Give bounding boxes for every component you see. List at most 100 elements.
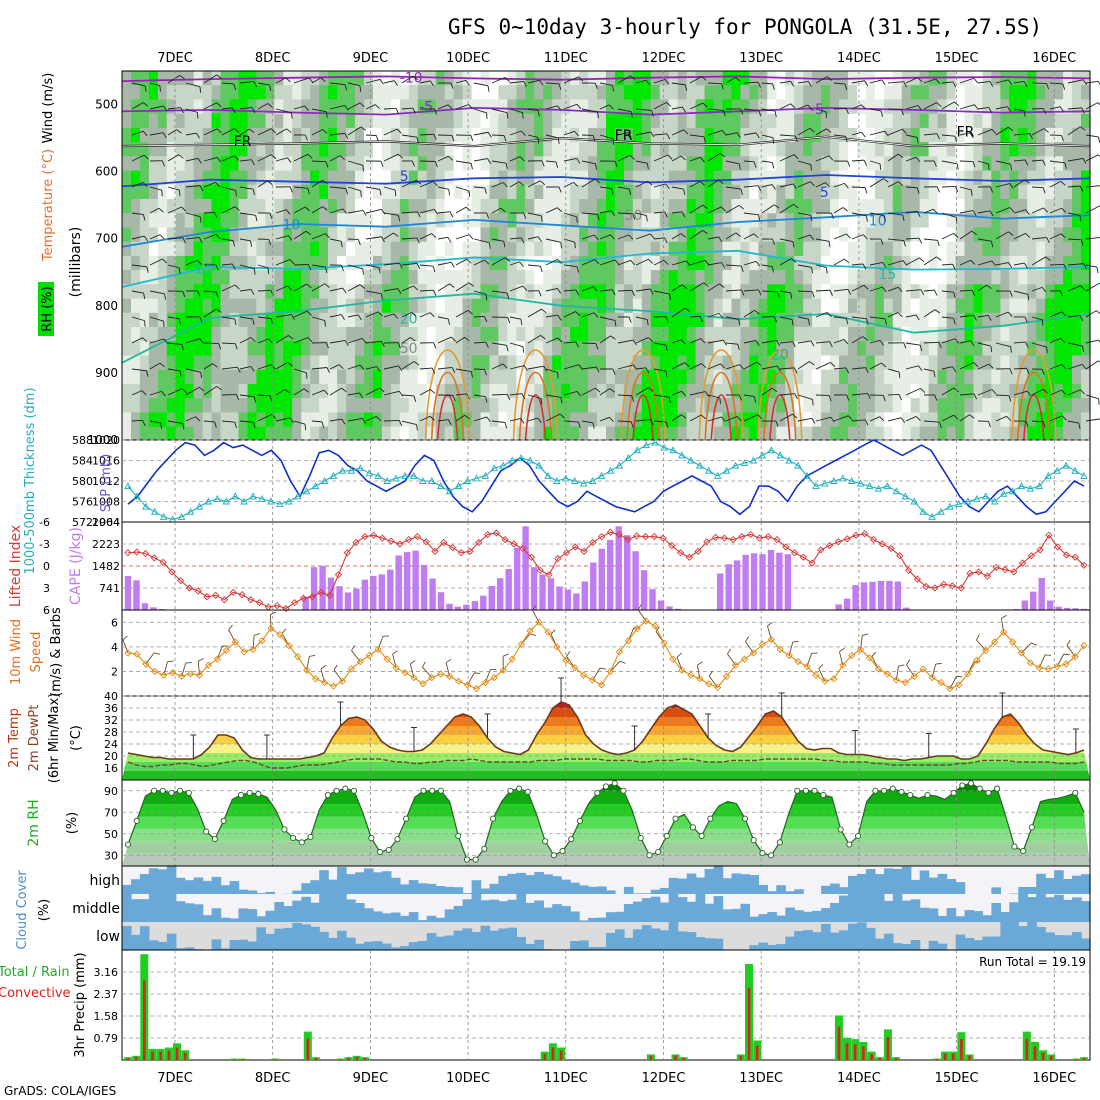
wind-barb-flag	[861, 131, 866, 138]
rh-cell	[480, 170, 491, 193]
rh-cell	[641, 355, 652, 378]
rh-cell	[157, 199, 168, 221]
rh-cell	[238, 284, 249, 307]
rh-cell	[794, 327, 805, 349]
rh-cell	[1009, 213, 1020, 236]
wind-barb	[941, 134, 956, 137]
wind-barb-flag	[357, 239, 361, 246]
rh-cell	[579, 270, 590, 293]
wind-barb-flag	[537, 110, 540, 117]
rh-cell	[498, 85, 509, 108]
wind-barb	[599, 259, 616, 266]
wind-barb	[959, 230, 972, 240]
rh-cell	[794, 213, 805, 236]
rh-cell	[525, 312, 536, 335]
rh-cell	[148, 341, 159, 364]
rh-cell	[202, 184, 213, 207]
wind-barb	[743, 81, 759, 84]
rh-cell	[390, 426, 401, 440]
rh-cell	[489, 270, 500, 293]
wind-barb-flag	[720, 206, 726, 212]
rh-cell	[381, 341, 392, 364]
rh-cell	[919, 412, 930, 435]
wind-barb-flag	[1007, 126, 1014, 132]
wind-barb	[365, 186, 380, 190]
cape-bar	[437, 592, 445, 610]
rh-cell	[570, 113, 581, 136]
rh-cell	[839, 355, 849, 378]
rh-cell	[346, 270, 357, 293]
rh-cell	[265, 184, 276, 207]
rh-cell	[543, 199, 554, 221]
rh-cell	[247, 327, 258, 349]
rh-cell	[883, 341, 894, 364]
rh-cell	[166, 127, 177, 150]
rh-cell	[1000, 312, 1011, 335]
rh-cell	[991, 127, 1002, 150]
wind-barb-flag	[322, 206, 328, 211]
wind-speed-point	[1035, 664, 1043, 672]
rh-cell	[623, 227, 634, 250]
cape-bar	[412, 550, 419, 610]
rh-cell	[1072, 113, 1083, 136]
rh-cell	[1000, 127, 1011, 150]
wind-barb	[725, 416, 738, 422]
wind-speed-point	[821, 677, 829, 685]
rh-cell	[928, 71, 939, 93]
wind-barb-flag	[506, 112, 509, 119]
rh-cell	[193, 383, 204, 406]
rh-cell	[650, 199, 661, 221]
rh-cell	[328, 327, 339, 349]
wind-barb-flag	[1082, 79, 1087, 85]
rh-cell	[919, 355, 930, 378]
wind-barb-flag	[597, 214, 600, 221]
rh-cell	[355, 227, 365, 250]
cape-bar	[581, 581, 588, 610]
rh-cell	[794, 142, 805, 165]
rh-cell	[982, 241, 993, 264]
wind-barb	[1049, 337, 1061, 344]
rh-cell	[310, 383, 321, 406]
cape-bar	[843, 598, 851, 610]
wind-barb-flag	[413, 285, 419, 291]
rh-cell	[381, 270, 392, 293]
warm-contour	[1011, 349, 1057, 440]
rh-cell	[552, 71, 563, 93]
wind-barb-flag	[973, 362, 979, 367]
wind-barb-flag	[882, 286, 887, 293]
lifted-index-point	[440, 538, 448, 547]
rh-cell	[256, 327, 267, 349]
rh-cell	[839, 71, 849, 93]
wind-barb-flag	[1007, 311, 1013, 317]
wind-barb	[1013, 209, 1026, 214]
rh-cell	[319, 284, 330, 307]
rh-cell	[346, 327, 357, 349]
rh-cell	[597, 127, 607, 150]
wind-barb	[491, 238, 504, 242]
rh-cell	[704, 255, 715, 278]
rh-cell	[561, 241, 572, 264]
rh-cell	[812, 184, 823, 207]
wind-barb-flag	[735, 77, 741, 82]
rh-cell	[839, 113, 849, 136]
rh-cell	[453, 99, 464, 122]
rh-cell	[650, 284, 661, 307]
wind-barb	[185, 338, 200, 344]
rh-cell	[857, 184, 867, 207]
rh-cell	[1045, 284, 1056, 307]
cape-bar	[150, 607, 157, 610]
wind-barb-flag	[1079, 315, 1084, 322]
wind-barb-flag	[307, 188, 310, 195]
rh-cell	[543, 369, 554, 392]
wind-barb	[689, 315, 701, 318]
wind-speed-point	[696, 675, 704, 683]
wind-barb-flag	[141, 390, 147, 396]
slp-point	[579, 479, 588, 487]
rh-cell	[919, 270, 930, 293]
wind-barb-flag	[320, 665, 327, 670]
rh-cell	[265, 213, 276, 236]
rh-cell	[471, 327, 482, 349]
rh-cell	[919, 369, 930, 392]
wind-barb-flag	[628, 316, 632, 323]
wind-barb-flag	[991, 260, 996, 266]
